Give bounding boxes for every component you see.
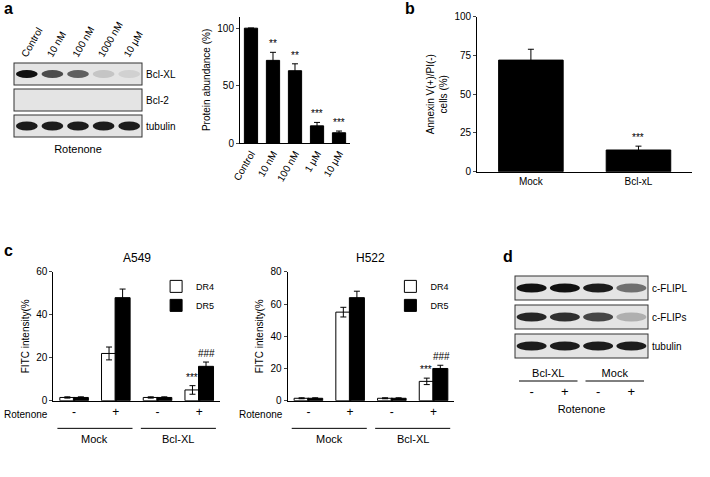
svg-text:DR4: DR4 [196, 282, 214, 292]
svg-text:50: 50 [223, 80, 235, 91]
svg-text:0: 0 [466, 166, 472, 177]
svg-text:Protein abundance (%): Protein abundance (%) [201, 29, 212, 131]
svg-text:Bcl-2: Bcl-2 [146, 95, 169, 106]
svg-text:Mock: Mock [316, 433, 343, 445]
svg-text:***: *** [333, 117, 345, 128]
svg-text:+: + [347, 405, 354, 419]
svg-text:40: 40 [36, 309, 48, 320]
svg-text:-: - [390, 405, 394, 419]
svg-text:-: - [72, 405, 76, 419]
svg-text:DR5: DR5 [196, 301, 214, 311]
svg-text:100: 100 [454, 11, 471, 22]
svg-text:Rotenone: Rotenone [54, 143, 102, 155]
svg-text:-: - [596, 384, 600, 399]
svg-text:###: ### [433, 351, 450, 362]
svg-text:Control: Control [231, 149, 257, 182]
svg-text:***: *** [186, 372, 198, 383]
svg-text:Bcl-XL: Bcl-XL [162, 433, 194, 445]
svg-text:b: b [405, 0, 415, 17]
svg-text:Bcl-XL: Bcl-XL [532, 367, 564, 379]
svg-text:DR5: DR5 [430, 301, 448, 311]
svg-text:+: + [196, 405, 203, 419]
svg-text:DR4: DR4 [430, 282, 448, 292]
svg-text:10 μM: 10 μM [322, 149, 346, 179]
svg-text:FITC intensity(%: FITC intensity(% [254, 299, 265, 373]
svg-text:75: 75 [460, 50, 472, 61]
svg-text:c-FLIPs: c-FLIPs [652, 312, 686, 323]
svg-text:-: - [529, 384, 533, 399]
svg-text:Mock: Mock [602, 367, 629, 379]
svg-text:+: + [561, 384, 569, 399]
svg-text:100 nM: 100 nM [70, 25, 96, 59]
svg-text:1000 nM: 1000 nM [96, 20, 125, 59]
svg-text:10 μM: 10 μM [121, 29, 145, 59]
svg-text:Bcl-xL: Bcl-xL [625, 176, 653, 187]
svg-text:60: 60 [36, 266, 48, 277]
svg-text:**: ** [291, 50, 299, 61]
svg-text:40: 40 [270, 331, 282, 342]
svg-text:80: 80 [270, 266, 282, 277]
svg-text:1 μM: 1 μM [302, 149, 323, 174]
svg-text:c-FLIPL: c-FLIPL [652, 283, 687, 294]
svg-text:***: *** [420, 364, 432, 375]
svg-text:c: c [4, 242, 13, 259]
svg-text:FITC intensity(%: FITC intensity(% [20, 299, 31, 373]
svg-text:100 nM: 100 nM [275, 149, 301, 183]
svg-text:**: ** [269, 38, 277, 49]
svg-text:d: d [503, 248, 513, 265]
svg-text:50: 50 [460, 89, 472, 100]
svg-text:Rotenone: Rotenone [239, 409, 283, 420]
svg-text:-: - [156, 405, 160, 419]
svg-text:+: + [628, 384, 636, 399]
svg-text:25: 25 [460, 127, 472, 138]
svg-text:A549: A549 [123, 251, 151, 265]
svg-text:60: 60 [270, 299, 282, 310]
svg-text:10 nM: 10 nM [256, 149, 279, 179]
svg-text:Rotenone: Rotenone [4, 409, 48, 420]
svg-text:0: 0 [42, 395, 48, 406]
svg-text:+: + [430, 405, 437, 419]
svg-text:Bcl-XL: Bcl-XL [397, 433, 429, 445]
svg-text:a: a [4, 0, 13, 17]
svg-text:-: - [306, 405, 310, 419]
svg-text:20: 20 [36, 352, 48, 363]
svg-text:tubulin: tubulin [652, 341, 681, 352]
svg-text:0: 0 [228, 138, 234, 149]
svg-text:tubulin: tubulin [146, 121, 175, 132]
svg-text:H522: H522 [356, 251, 385, 265]
svg-text:10 nM: 10 nM [45, 29, 68, 59]
svg-text:###: ### [198, 348, 215, 359]
svg-text:0: 0 [276, 395, 282, 406]
svg-text:***: *** [632, 132, 644, 143]
svg-text:100: 100 [217, 23, 234, 34]
svg-text:20: 20 [270, 363, 282, 374]
svg-text:Control: Control [19, 26, 45, 59]
svg-text:***: *** [311, 108, 323, 119]
svg-text:+: + [112, 405, 119, 419]
svg-text:Rotenone: Rotenone [558, 403, 606, 415]
svg-text:Mock: Mock [81, 433, 108, 445]
svg-text:Annexin V(+)/PI(-)cells (%): Annexin V(+)/PI(-)cells (%) [425, 54, 449, 134]
svg-text:Bcl-XL: Bcl-XL [146, 69, 176, 80]
svg-text:Mock: Mock [519, 176, 544, 187]
